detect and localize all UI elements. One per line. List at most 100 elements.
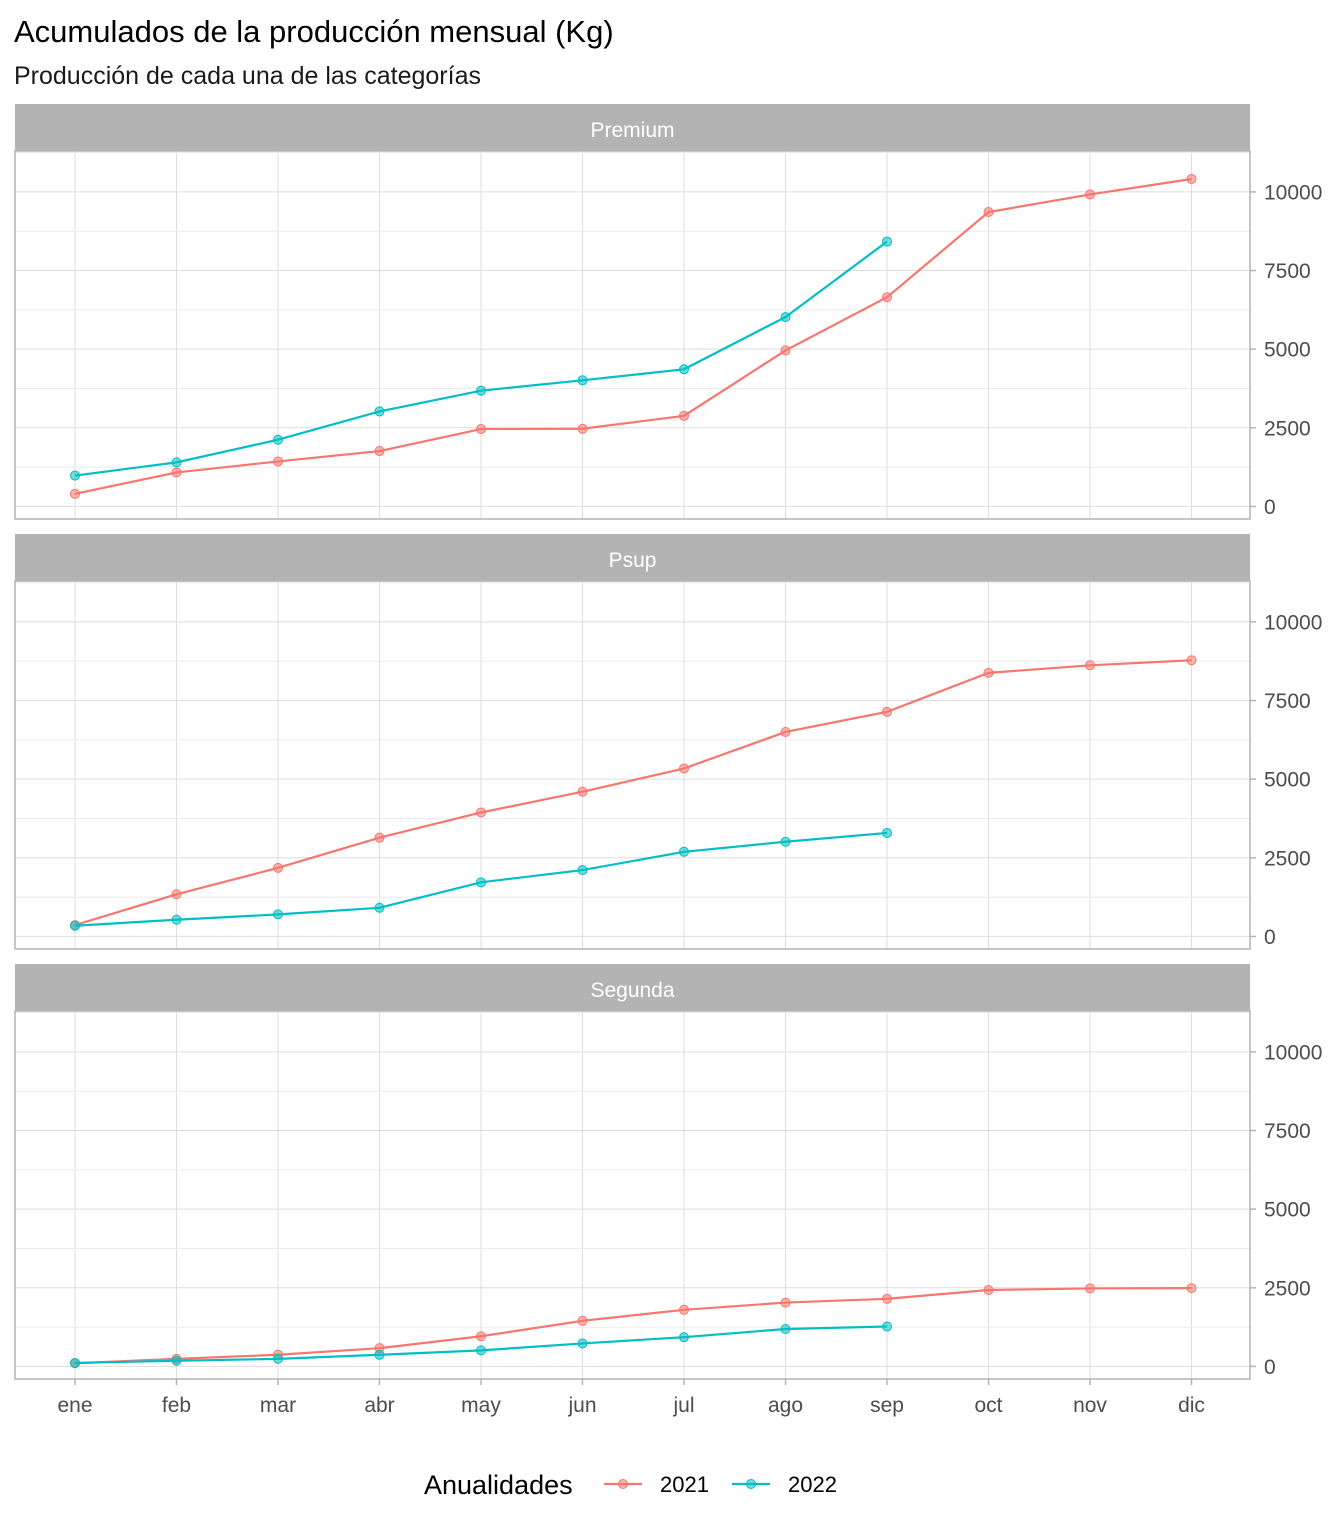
x-tick-label: jun xyxy=(567,1394,596,1417)
y-tick-label: 5000 xyxy=(1264,339,1311,362)
y-tick-label: 2500 xyxy=(1264,847,1311,870)
x-tick-label: abr xyxy=(364,1394,394,1417)
x-tick-label: dic xyxy=(1178,1394,1205,1417)
y-tick-label: 5000 xyxy=(1264,1199,1311,1222)
data-point xyxy=(70,470,80,481)
series-2021 xyxy=(70,173,1197,499)
strip-premium xyxy=(15,104,1250,151)
series-2021 xyxy=(70,655,1197,931)
data-point xyxy=(679,410,689,421)
data-point xyxy=(577,1338,588,1349)
data-point xyxy=(679,364,689,375)
legend-label-2021: 2021 xyxy=(660,1472,709,1497)
x-tick-label: may xyxy=(461,1394,501,1417)
data-point xyxy=(374,1349,385,1360)
y-tick-label: 7500 xyxy=(1264,1120,1311,1143)
series-line-2021 xyxy=(74,177,1192,495)
data-point xyxy=(983,667,994,678)
y-tick-label: 10000 xyxy=(1264,181,1322,204)
data-point xyxy=(171,914,182,925)
data-point xyxy=(476,1331,486,1342)
data-point xyxy=(374,902,385,913)
data-point xyxy=(374,832,385,843)
data-point xyxy=(780,1297,791,1308)
legend-label-2022: 2022 xyxy=(788,1472,837,1497)
strip-label-premium: Premium xyxy=(590,119,674,142)
data-point xyxy=(70,1357,80,1368)
data-point xyxy=(273,862,283,873)
data-point xyxy=(577,865,588,876)
chart-title: Acumulados de la producción mensual (Kg) xyxy=(14,14,614,49)
y-tick-label: 5000 xyxy=(1264,769,1311,792)
data-point xyxy=(1085,660,1095,671)
data-point xyxy=(476,385,486,396)
strip-label-psup: Psup xyxy=(609,549,657,572)
gridlines xyxy=(15,151,1250,519)
strip-label-segunda: Segunda xyxy=(590,979,674,1002)
data-point xyxy=(679,763,689,774)
data-point xyxy=(577,1315,588,1326)
data-point xyxy=(882,1321,892,1332)
x-tick-label: feb xyxy=(162,1394,191,1417)
data-point xyxy=(171,889,182,900)
data-point xyxy=(374,406,385,417)
facet-panels: Premium 0 2500 5000 7500 10000 Psup 0 2500 5000 75… xyxy=(14,104,1322,1380)
panel-border xyxy=(14,580,1251,950)
panel-border xyxy=(14,150,1251,520)
panel-premium: Premium 0 2500 5000 7500 10000 xyxy=(14,104,1322,520)
data-point xyxy=(273,434,283,445)
y-tick-label: 7500 xyxy=(1264,690,1311,713)
data-point xyxy=(780,345,791,356)
series-2022 xyxy=(70,236,892,481)
data-point xyxy=(171,1355,182,1366)
y-tick-label: 2500 xyxy=(1264,1277,1311,1300)
x-tick-label: nov xyxy=(1073,1394,1107,1417)
strip-segunda xyxy=(15,964,1250,1011)
data-point xyxy=(273,456,283,467)
y-tick-label: 0 xyxy=(1264,926,1276,949)
data-point xyxy=(70,488,80,499)
data-point xyxy=(983,207,994,218)
data-point xyxy=(171,467,182,478)
gridlines xyxy=(15,581,1250,949)
data-point xyxy=(679,846,689,857)
legend-key-point xyxy=(618,1479,628,1489)
x-tick-label: mar xyxy=(260,1394,296,1417)
x-tick-label: jul xyxy=(672,1394,694,1417)
y-tick-label: 10000 xyxy=(1264,611,1322,634)
legend-item-2022: 2022 xyxy=(732,1472,837,1497)
data-point xyxy=(679,1304,689,1315)
data-point xyxy=(476,877,486,888)
data-point xyxy=(882,236,892,247)
data-point xyxy=(780,726,791,737)
data-point xyxy=(882,827,892,838)
x-tick-label: ago xyxy=(768,1394,803,1417)
data-point xyxy=(273,1353,283,1364)
data-point xyxy=(679,1332,689,1343)
data-point xyxy=(882,706,892,717)
data-point xyxy=(882,1293,892,1304)
legend: Anualidades 2021 2022 xyxy=(424,1470,837,1500)
y-tick-label: 10000 xyxy=(1264,1041,1322,1064)
panel-psup: Psup 0 2500 5000 7500 10000 xyxy=(14,534,1322,950)
data-point xyxy=(780,836,791,847)
x-tick-label: sep xyxy=(870,1394,904,1417)
gridlines xyxy=(15,1011,1250,1379)
series-2021 xyxy=(70,1283,1197,1369)
data-point xyxy=(780,312,791,323)
data-point xyxy=(70,920,80,931)
x-tick-label: ene xyxy=(57,1394,92,1417)
x-tick-label: oct xyxy=(974,1394,1002,1417)
data-point xyxy=(1186,173,1197,184)
y-tick-label: 7500 xyxy=(1264,260,1311,283)
strip-psup xyxy=(15,534,1250,581)
data-point xyxy=(476,424,486,435)
data-point xyxy=(476,1345,486,1356)
panel-segunda: Segunda 0 2500 5000 7500 10000 xyxy=(14,964,1322,1380)
data-point xyxy=(577,423,588,434)
data-point xyxy=(273,909,283,920)
legend-title: Anualidades xyxy=(424,1470,573,1500)
y-tick-label: 0 xyxy=(1264,1356,1276,1379)
data-point xyxy=(1186,655,1197,666)
